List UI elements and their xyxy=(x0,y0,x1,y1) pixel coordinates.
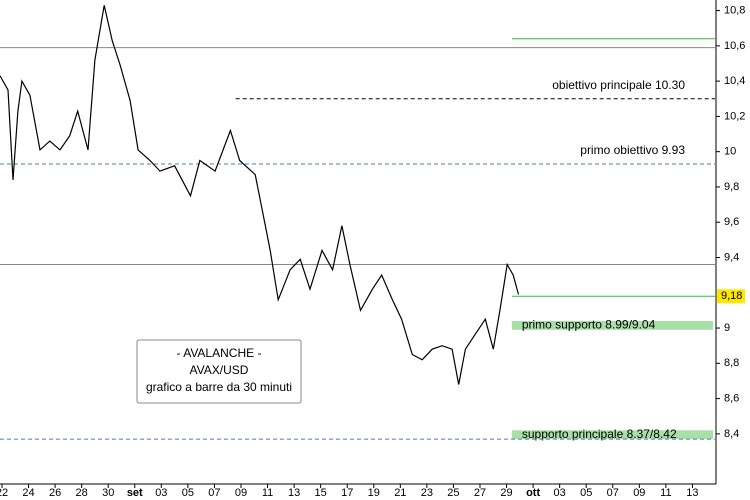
y-tick-label: 10,6 xyxy=(724,40,745,52)
x-tick-label: 24 xyxy=(22,487,34,499)
y-tick-label: 8,4 xyxy=(724,428,739,440)
x-tick-label: 07 xyxy=(607,487,619,499)
x-tick-label: 17 xyxy=(341,487,353,499)
x-tick-label: 11 xyxy=(660,487,671,499)
y-tick-label: 10,4 xyxy=(724,75,745,87)
annotation-box xyxy=(136,339,302,404)
x-tick-label: 25 xyxy=(447,487,459,499)
support-zone xyxy=(511,430,713,440)
zone-label: supporto principale 8.37/8.42 xyxy=(522,427,677,441)
zone-label: primo supporto 8.99/9.04 xyxy=(522,318,656,332)
y-tick-label: 10 xyxy=(724,146,736,158)
x-tick-label: 13 xyxy=(288,487,300,499)
x-tick-label: 19 xyxy=(368,487,380,499)
y-tick-label: 9,6 xyxy=(724,216,739,228)
x-tick-label: 05 xyxy=(580,487,592,499)
x-tick-label: 23 xyxy=(421,487,433,499)
x-tick-label: 26 xyxy=(49,487,61,499)
x-tick-label: set xyxy=(127,487,143,499)
y-tick-label: 10,2 xyxy=(724,110,745,122)
x-tick-label: 07 xyxy=(208,487,220,499)
y-tick-label: 9,4 xyxy=(724,251,739,263)
x-tick-label: 09 xyxy=(235,487,247,499)
x-tick-label: 03 xyxy=(554,487,566,499)
y-tick-label: 8,8 xyxy=(724,357,739,369)
y-tick-label: 9 xyxy=(724,322,730,334)
support-zone xyxy=(511,320,713,330)
x-tick-label: 27 xyxy=(474,487,486,499)
x-tick-label: 05 xyxy=(182,487,194,499)
last-price-box xyxy=(717,289,745,304)
y-tick-label: 9,8 xyxy=(724,181,739,193)
annotation-text: grafico a barre da 30 minuti xyxy=(146,380,292,394)
x-tick-label: 09 xyxy=(633,487,645,499)
x-tick-label: 30 xyxy=(102,487,114,499)
x-tick-label: 13 xyxy=(686,487,698,499)
x-tick-label: 15 xyxy=(315,487,327,499)
x-tick-label: 29 xyxy=(500,487,512,499)
y-tick-label: 8,6 xyxy=(724,392,739,404)
price-line xyxy=(0,5,520,385)
last-price-label: 9,18 xyxy=(721,290,742,302)
x-tick-label: ott xyxy=(526,487,540,499)
y-tick-label: 10,8 xyxy=(724,4,745,16)
x-tick-label: 21 xyxy=(394,487,406,499)
annotation-text: - AVALANCHE - xyxy=(177,346,262,360)
x-tick-label: 03 xyxy=(155,487,167,499)
x-tick-label: 11 xyxy=(262,487,273,499)
level-label: primo obiettivo 9.93 xyxy=(580,143,685,157)
x-tick-label: 28 xyxy=(76,487,88,499)
level-label: obiettivo principale 10.30 xyxy=(552,78,685,92)
x-tick-label: 22 xyxy=(0,487,8,499)
annotation-text: AVAX/USD xyxy=(190,363,249,377)
